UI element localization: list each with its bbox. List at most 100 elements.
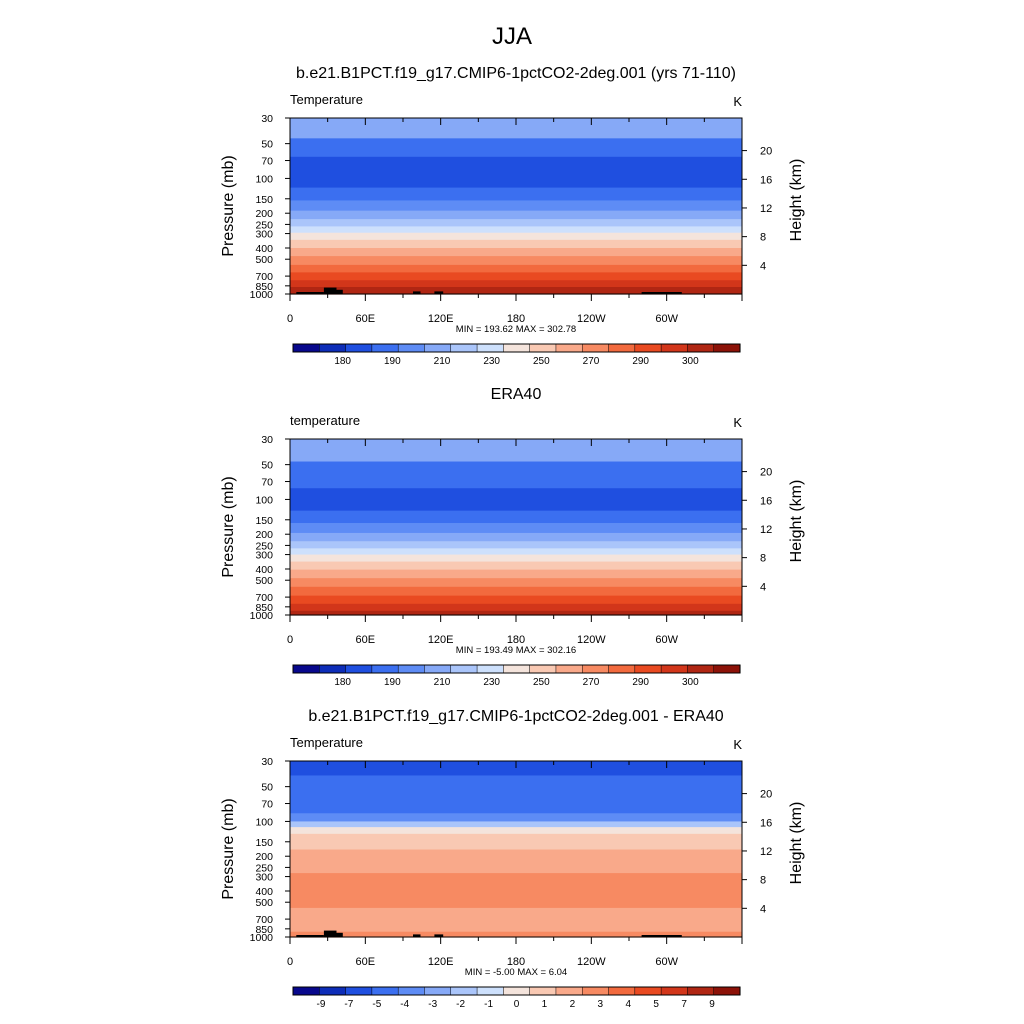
contour-band	[290, 439, 742, 463]
pressure-tick-label: 100	[255, 816, 273, 828]
pressure-tick-label: 70	[261, 156, 273, 168]
colorbar-label: 230	[483, 677, 500, 688]
colorbar-label: -5	[372, 999, 381, 1010]
colorbar-swatch	[555, 986, 583, 996]
pressure-tick-label: 500	[255, 254, 273, 266]
colorbar-swatch	[608, 986, 636, 996]
contour-band	[290, 569, 742, 579]
colorbar-label: 7	[681, 999, 687, 1010]
terrain-mask	[413, 934, 421, 937]
height-tick-label: 20	[760, 789, 772, 801]
colorbar-swatch	[319, 986, 347, 996]
colorbar-label: 2	[570, 999, 576, 1010]
pressure-tick-label: 50	[261, 782, 273, 794]
terrain-mask	[296, 292, 324, 294]
contour-band	[290, 510, 742, 524]
colorbar-label: 4	[625, 999, 631, 1010]
pressure-tick-label: 1000	[250, 932, 274, 944]
height-tick-label: 12	[760, 846, 772, 858]
colorbar-label: -2	[456, 999, 465, 1010]
colorbar-frame	[292, 986, 741, 996]
colorbar-swatch	[476, 664, 504, 674]
colorbar-swatch	[634, 664, 662, 674]
colorbar-swatch	[319, 664, 347, 674]
contour-band	[290, 610, 742, 616]
contour-band	[290, 138, 742, 158]
colorbar-label: -1	[484, 999, 493, 1010]
height-tick-label: 4	[760, 260, 766, 272]
colorbar-swatch	[345, 664, 373, 674]
terrain-mask	[336, 932, 343, 937]
lon-tick-label: 60E	[356, 313, 376, 325]
contour-band	[290, 586, 742, 597]
height-axis-title: Height (km)	[788, 802, 805, 885]
pressure-tick-label: 250	[255, 540, 273, 552]
terrain-mask	[434, 934, 444, 937]
height-tick-label: 12	[760, 203, 772, 215]
contour-band	[290, 187, 742, 202]
lon-tick-label: 120E	[428, 634, 454, 646]
lon-tick-label: 120E	[428, 313, 454, 325]
colorbar-swatch	[581, 986, 610, 996]
colorbar-label: 210	[434, 356, 451, 367]
pressure-tick-label: 700	[255, 914, 273, 926]
terrain-mask	[336, 289, 343, 294]
height-axis-title: Height (km)	[788, 480, 805, 563]
pressure-tick-label: 850	[255, 924, 273, 936]
lon-tick-label: 120W	[577, 634, 606, 646]
contour-band	[290, 821, 742, 828]
colorbar-swatch	[529, 343, 557, 353]
colorbar-label: 1	[542, 999, 548, 1010]
colorbar-label: 300	[682, 677, 699, 688]
lon-tick-label: 180	[507, 956, 525, 968]
contour-band	[290, 248, 742, 257]
pressure-tick-label: 30	[261, 113, 273, 125]
pressure-tick-label: 30	[261, 434, 273, 446]
colorbar-label: 180	[334, 677, 351, 688]
height-tick-label: 12	[760, 524, 772, 536]
contour-band	[290, 561, 742, 571]
colorbar-swatch	[529, 986, 557, 996]
terrain-mask	[641, 292, 682, 294]
colorbar-swatch	[450, 986, 478, 996]
contour-band	[290, 523, 742, 534]
contour-band	[290, 210, 742, 220]
colorbar-label: -3	[428, 999, 437, 1010]
colorbar-swatch	[424, 343, 452, 353]
pressure-tick-label: 500	[255, 575, 273, 587]
colorbar-swatch	[634, 986, 662, 996]
pressure-tick-label: 50	[261, 460, 273, 472]
variable-label: temperature	[290, 413, 360, 428]
colorbar-label: 190	[384, 677, 401, 688]
colorbar-swatch	[660, 664, 688, 674]
contour-band	[290, 232, 742, 241]
contour-band	[290, 256, 742, 266]
panel-3: b.e21.B1PCT.f19_g17.CMIP6-1pctCO2-2deg.0…	[220, 708, 805, 1010]
pressure-tick-label: 30	[261, 756, 273, 768]
lon-tick-label: 60W	[655, 634, 678, 646]
colorbar-label: 290	[632, 356, 649, 367]
pressure-tick-label: 250	[255, 219, 273, 231]
contour-band	[290, 488, 742, 512]
pressure-tick-label: 850	[255, 281, 273, 293]
colorbar-label: -7	[344, 999, 353, 1010]
colorbar-swatch	[713, 986, 741, 996]
pressure-tick-label: 400	[255, 564, 273, 576]
contour-band	[290, 873, 742, 909]
contour-band	[290, 226, 742, 234]
terrain-mask	[434, 291, 444, 294]
colorbar-swatch	[371, 343, 399, 353]
min-max-stats: MIN = -5.00 MAX = 6.04	[465, 967, 567, 978]
height-tick-label: 8	[760, 553, 766, 565]
lon-tick-label: 0	[287, 313, 293, 325]
pressure-tick-label: 700	[255, 271, 273, 283]
pressure-tick-label: 400	[255, 243, 273, 255]
panel-title: b.e21.B1PCT.f19_g17.CMIP6-1pctCO2-2deg.0…	[308, 708, 723, 725]
contour-band	[290, 200, 742, 212]
pressure-tick-label: 300	[255, 550, 273, 562]
height-tick-label: 20	[760, 146, 772, 158]
lon-tick-label: 120E	[428, 956, 454, 968]
colorbar-swatch	[292, 986, 320, 996]
height-tick-label: 8	[760, 875, 766, 887]
colorbar-swatch	[608, 664, 636, 674]
